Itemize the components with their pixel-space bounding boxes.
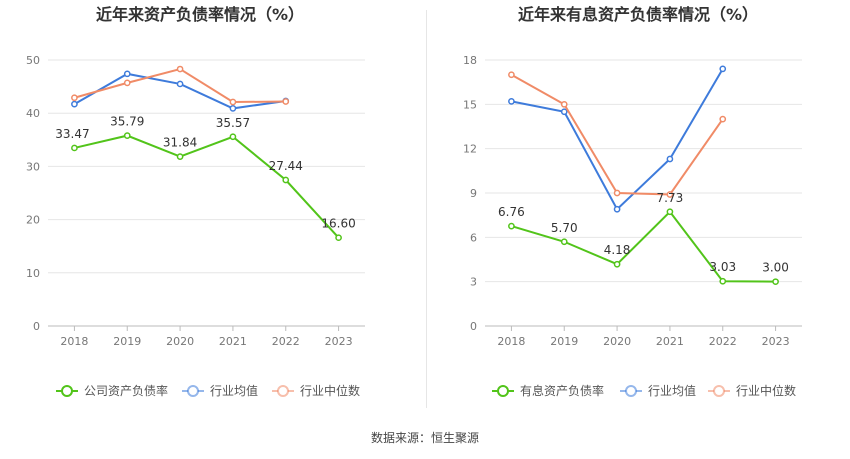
data-point xyxy=(335,234,342,242)
x-tick-label: 2020 xyxy=(603,335,631,348)
legend-marker xyxy=(713,385,725,397)
data-point xyxy=(560,238,568,246)
legend-marker xyxy=(187,385,199,397)
x-tick-label: 2023 xyxy=(325,335,353,348)
data-point xyxy=(719,65,727,73)
legend-marker xyxy=(497,385,509,397)
data-point xyxy=(123,70,131,78)
data-point xyxy=(508,71,515,79)
legend-label: 公司资产负债率 xyxy=(84,383,168,398)
data-label: 35.79 xyxy=(110,115,144,129)
y-tick-label: 0 xyxy=(33,320,40,333)
x-tick-label: 2018 xyxy=(60,335,88,348)
x-tick-label: 2021 xyxy=(219,335,247,348)
chart-panel-1: 近年来资产负债率情况（%） 0 10 20 30 40 50 2018 2019 2020 2021… xyxy=(26,5,365,398)
data-point xyxy=(123,79,131,87)
data-point xyxy=(613,189,621,197)
data-point xyxy=(560,100,568,108)
data-label: 6.76 xyxy=(498,205,525,219)
legend-item-3: 行业中位数 xyxy=(272,383,360,398)
data-label: 31.84 xyxy=(163,136,197,150)
x-tick-label: 2022 xyxy=(272,335,300,348)
data-point xyxy=(282,176,290,184)
data-point xyxy=(229,133,237,141)
legend-label: 行业均值 xyxy=(210,383,258,398)
data-label: 33.47 xyxy=(55,127,89,141)
x-tick-label: 2018 xyxy=(497,335,525,348)
legend-item-2: 行业均值 xyxy=(182,383,258,398)
data-point xyxy=(176,65,184,73)
legend-label: 行业均值 xyxy=(648,383,696,398)
y-tick-label: 0 xyxy=(470,320,477,333)
data-source-label: 数据来源：恒生聚源 xyxy=(370,431,479,445)
y-tick-label: 12 xyxy=(463,143,477,156)
data-point xyxy=(719,277,727,285)
series-line-1 xyxy=(74,134,340,239)
x-tick-label: 2019 xyxy=(113,335,141,348)
data-point xyxy=(176,80,184,88)
data-point xyxy=(719,115,727,123)
legend-label: 行业中位数 xyxy=(300,383,360,398)
data-point xyxy=(71,94,78,102)
data-point xyxy=(666,208,674,216)
chart-panel-2: 近年来有息资产负债率情况（%） 0 3 6 9 12 15 18 2018 2019 2020 202… xyxy=(463,5,802,398)
data-point xyxy=(666,155,674,163)
data-point xyxy=(613,205,621,213)
y-tick-label: 6 xyxy=(470,231,477,244)
data-label: 7.73 xyxy=(657,191,684,205)
data-label: 35.57 xyxy=(216,116,250,130)
series-line-2 xyxy=(511,68,724,211)
data-point xyxy=(772,278,779,286)
data-label: 16.60 xyxy=(321,217,355,231)
data-point xyxy=(666,191,674,198)
x-tick-label: 2022 xyxy=(709,335,737,348)
legend-item-3: 行业中位数 xyxy=(708,383,796,398)
y-tick-label: 9 xyxy=(470,187,477,200)
data-point xyxy=(508,98,515,105)
legend-marker xyxy=(277,385,289,397)
legend-marker xyxy=(625,385,637,397)
data-label: 3.00 xyxy=(762,261,789,275)
series-line-2 xyxy=(73,72,286,110)
y-tick-label: 18 xyxy=(463,54,477,67)
legend-item-2: 行业均值 xyxy=(620,383,696,398)
y-tick-label: 50 xyxy=(26,54,40,67)
data-label: 3.03 xyxy=(709,260,736,274)
chart-title: 近年来有息资产负债率情况（%） xyxy=(518,5,758,24)
data-point xyxy=(229,98,237,106)
legend-marker xyxy=(61,385,73,397)
series-line-1 xyxy=(511,210,776,283)
data-point xyxy=(176,153,184,160)
legend-label: 行业中位数 xyxy=(736,383,796,398)
data-point xyxy=(282,98,290,105)
panel-divider xyxy=(426,10,427,408)
y-tick-label: 3 xyxy=(470,276,477,289)
legend-item-1: 公司资产负债率 xyxy=(56,383,168,398)
y-tick-label: 15 xyxy=(463,98,477,111)
y-tick-label: 40 xyxy=(26,107,40,120)
data-label: 27.44 xyxy=(269,159,303,173)
data-point xyxy=(229,105,237,112)
chart-title: 近年来资产负债率情况（%） xyxy=(96,5,304,24)
x-tick-label: 2020 xyxy=(166,335,194,348)
y-tick-label: 30 xyxy=(26,160,40,173)
data-point xyxy=(560,108,568,116)
x-tick-label: 2023 xyxy=(762,335,790,348)
data-point xyxy=(71,144,78,152)
series-line-3 xyxy=(510,73,724,196)
x-tick-label: 2021 xyxy=(656,335,684,348)
data-point xyxy=(123,132,131,139)
data-label: 5.70 xyxy=(551,221,578,235)
y-tick-label: 10 xyxy=(26,267,40,280)
data-point xyxy=(71,100,78,108)
data-point xyxy=(508,222,515,230)
x-tick-label: 2019 xyxy=(550,335,578,348)
data-point xyxy=(613,260,621,268)
legend-label: 有息资产负债率 xyxy=(520,383,604,398)
legend-item-1: 有息资产负债率 xyxy=(492,383,604,398)
y-tick-label: 20 xyxy=(26,214,40,227)
data-label: 4.18 xyxy=(604,243,631,257)
